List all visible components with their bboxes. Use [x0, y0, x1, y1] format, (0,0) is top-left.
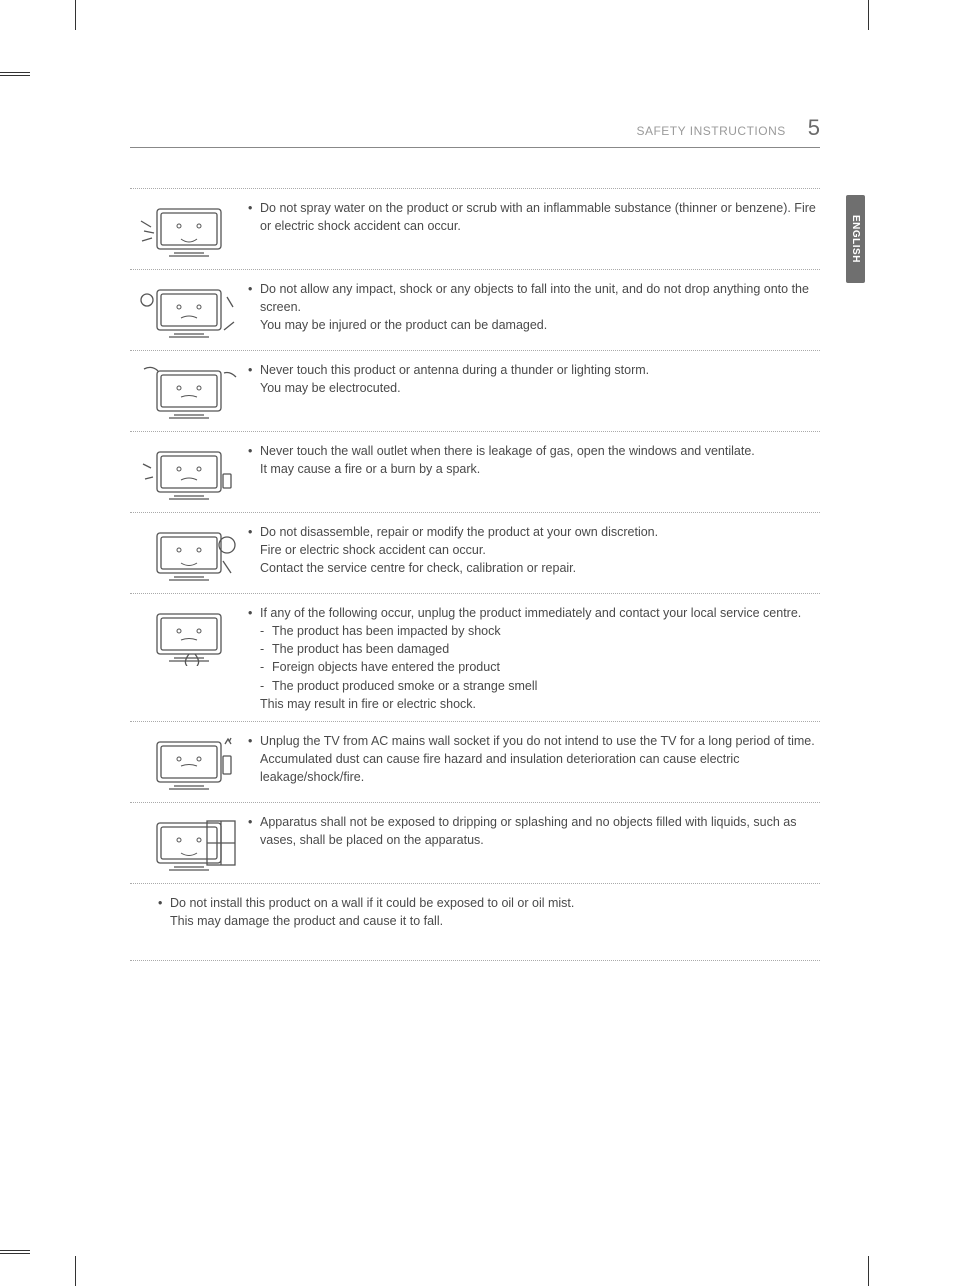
instruction-row: Do not spray water on the product or scr…: [130, 188, 820, 269]
instruction-icon: [139, 734, 239, 794]
crop-mark: [0, 1250, 30, 1251]
instruction-sub: The product produced smoke or a strange …: [248, 677, 820, 695]
crop-mark: [75, 0, 76, 30]
instruction-bullet: If any of the following occur, unplug th…: [248, 604, 820, 622]
instruction-icon: [139, 606, 239, 666]
instruction-bullet: Never touch the wall outlet when there i…: [248, 442, 820, 460]
instruction-list: Do not spray water on the product or scr…: [130, 188, 820, 961]
instruction-continuation: Contact the service centre for check, ca…: [248, 559, 820, 577]
instruction-text-col: Apparatus shall not be exposed to drippi…: [248, 811, 820, 875]
instruction-continuation: You may be injured or the product can be…: [248, 316, 820, 334]
instruction-text-col: Do not allow any impact, shock or any ob…: [248, 278, 820, 342]
page-header: SAFETY INSTRUCTIONS 5: [130, 115, 820, 148]
instruction-row: Do not disassemble, repair or modify the…: [130, 512, 820, 593]
instruction-icon: [139, 815, 239, 875]
instruction-sub: The product has been impacted by shock: [248, 622, 820, 640]
instruction-bullet: Do not allow any impact, shock or any ob…: [248, 280, 820, 316]
instruction-icon: [139, 201, 239, 261]
crop-mark: [0, 72, 30, 73]
instruction-row: Do not allow any impact, shock or any ob…: [130, 269, 820, 350]
instruction-icon: [139, 525, 239, 585]
instruction-bullet: Do not install this product on a wall if…: [158, 894, 820, 912]
instruction-bullet: Never touch this product or antenna duri…: [248, 361, 820, 379]
instruction-text-col: Do not disassemble, repair or modify the…: [248, 521, 820, 585]
instruction-row: Never touch this product or antenna duri…: [130, 350, 820, 431]
instruction-bullet: Apparatus shall not be exposed to drippi…: [248, 813, 820, 849]
instruction-icon-col: [130, 440, 248, 504]
instruction-continuation: This may result in fire or electric shoc…: [248, 695, 820, 713]
instruction-icon-col: [130, 521, 248, 585]
instruction-text-col: If any of the following occur, unplug th…: [248, 602, 820, 713]
instruction-continuation: This may damage the product and cause it…: [158, 912, 820, 930]
instruction-icon: [139, 363, 239, 423]
instruction-continuation: You may be electrocuted.: [248, 379, 820, 397]
instruction-continuation: Fire or electric shock accident can occu…: [248, 541, 820, 559]
instruction-text-col: Do not install this product on a wall if…: [130, 892, 820, 952]
instruction-continuation: Accumulated dust can cause fire hazard a…: [248, 750, 820, 786]
crop-mark: [0, 1253, 30, 1254]
page-number: 5: [808, 115, 820, 141]
instruction-text-col: Never touch the wall outlet when there i…: [248, 440, 820, 504]
instruction-bullet: Do not disassemble, repair or modify the…: [248, 523, 820, 541]
instruction-bullet: Do not spray water on the product or scr…: [248, 199, 820, 235]
crop-mark: [868, 1256, 869, 1286]
instruction-text-col: Never touch this product or antenna duri…: [248, 359, 820, 423]
instruction-row: Never touch the wall outlet when there i…: [130, 431, 820, 512]
instruction-icon-col: [130, 359, 248, 423]
instruction-row: Do not install this product on a wall if…: [130, 883, 820, 961]
instruction-text-col: Do not spray water on the product or scr…: [248, 197, 820, 261]
instruction-icon: [139, 444, 239, 504]
instruction-icon-col: [130, 278, 248, 342]
instruction-icon-col: [130, 197, 248, 261]
instruction-icon: [139, 282, 239, 342]
instruction-icon-col: [130, 602, 248, 713]
instruction-bullet: Unplug the TV from AC mains wall socket …: [248, 732, 820, 750]
section-title: SAFETY INSTRUCTIONS: [636, 124, 785, 138]
instruction-row: If any of the following occur, unplug th…: [130, 593, 820, 721]
crop-mark: [0, 75, 30, 76]
instruction-row: Apparatus shall not be exposed to drippi…: [130, 802, 820, 883]
page-content: SAFETY INSTRUCTIONS 5 ENGLISH Do not spr…: [130, 115, 820, 961]
crop-mark: [868, 0, 869, 30]
instruction-row: Unplug the TV from AC mains wall socket …: [130, 721, 820, 802]
instruction-icon-col: [130, 730, 248, 794]
instruction-sub: Foreign objects have entered the product: [248, 658, 820, 676]
instruction-icon-col: [130, 811, 248, 875]
instruction-sub: The product has been damaged: [248, 640, 820, 658]
instruction-text-col: Unplug the TV from AC mains wall socket …: [248, 730, 820, 794]
instruction-continuation: It may cause a fire or a burn by a spark…: [248, 460, 820, 478]
crop-mark: [75, 1256, 76, 1286]
language-tab: ENGLISH: [846, 195, 865, 283]
